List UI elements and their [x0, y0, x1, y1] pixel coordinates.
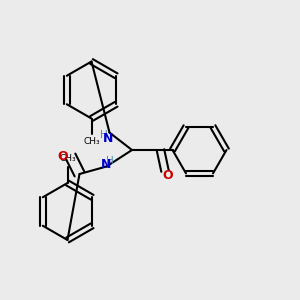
Text: H: H	[100, 130, 107, 140]
Text: CH₃: CH₃	[59, 154, 76, 163]
Text: H: H	[106, 155, 114, 166]
Text: O: O	[163, 169, 173, 182]
Text: N: N	[101, 158, 112, 171]
Text: N: N	[103, 132, 113, 145]
Text: CH₃: CH₃	[83, 137, 100, 146]
Text: O: O	[58, 149, 68, 163]
